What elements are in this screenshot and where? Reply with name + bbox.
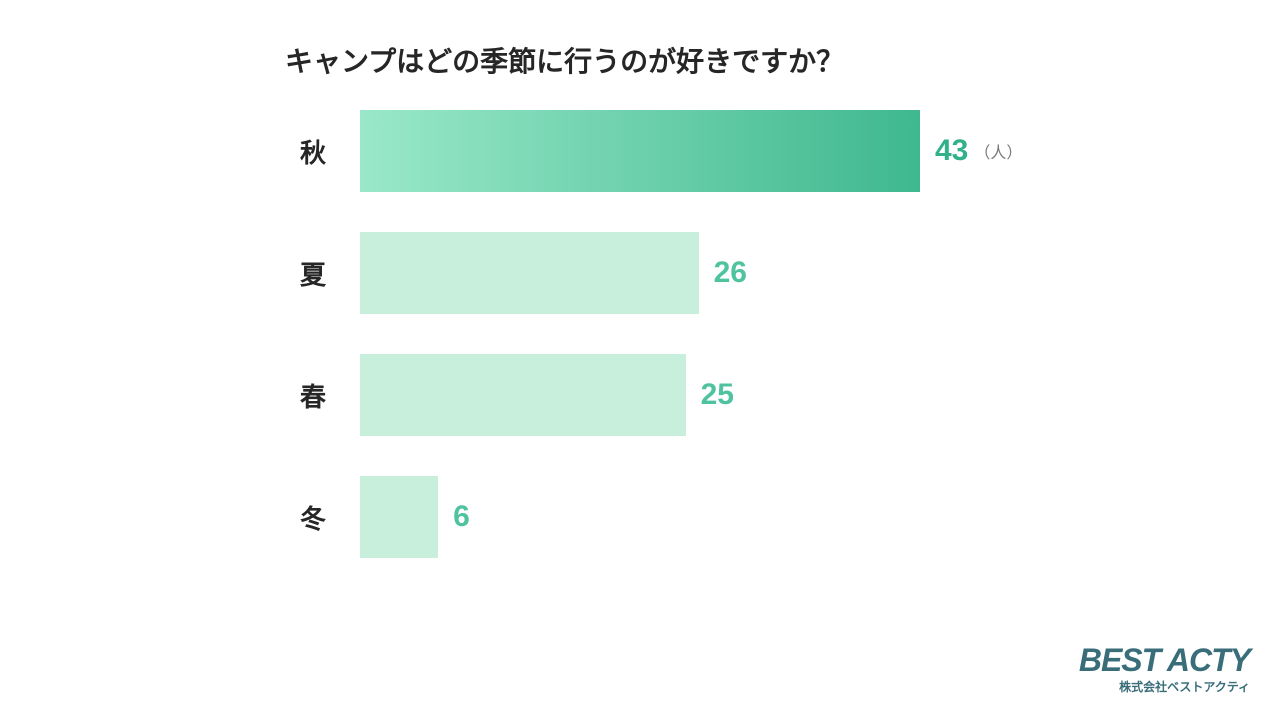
bar-label: 夏: [300, 255, 360, 292]
bar-label: 秋: [300, 133, 360, 170]
unit-label: （人）: [974, 139, 1022, 163]
bar-fill: [360, 354, 686, 436]
bar-fill: [360, 110, 920, 192]
bar-row: 春 25: [300, 354, 1280, 436]
bar-label: 冬: [300, 499, 360, 536]
bar-wrap: 43（人）: [360, 110, 1022, 192]
chart-title: キャンプはどの季節に行うのが好きですか？: [285, 40, 1280, 80]
bar-value: 25: [701, 378, 734, 412]
brand-logo: BEST ACTY 株式会社ベストアクティ: [1079, 644, 1250, 695]
bar-value: 43: [935, 134, 968, 168]
bar-wrap: 25: [360, 354, 734, 436]
bar-label: 春: [300, 377, 360, 414]
bar-value: 6: [453, 500, 470, 534]
bar-row: 冬6: [300, 476, 1280, 558]
logo-main-text: BEST ACTY: [1079, 644, 1250, 676]
bar-row: 夏 26: [300, 232, 1280, 314]
logo-sub-text: 株式会社ベストアクティ: [1079, 678, 1250, 695]
bar-row: 秋43（人）: [300, 110, 1280, 192]
bar-wrap: 6: [360, 476, 470, 558]
bar-fill: [360, 476, 438, 558]
bar-value: 26: [714, 256, 747, 290]
bar-fill: [360, 232, 699, 314]
bar-wrap: 26: [360, 232, 747, 314]
bar-chart: 秋43（人）夏26春25冬6: [300, 110, 1280, 558]
